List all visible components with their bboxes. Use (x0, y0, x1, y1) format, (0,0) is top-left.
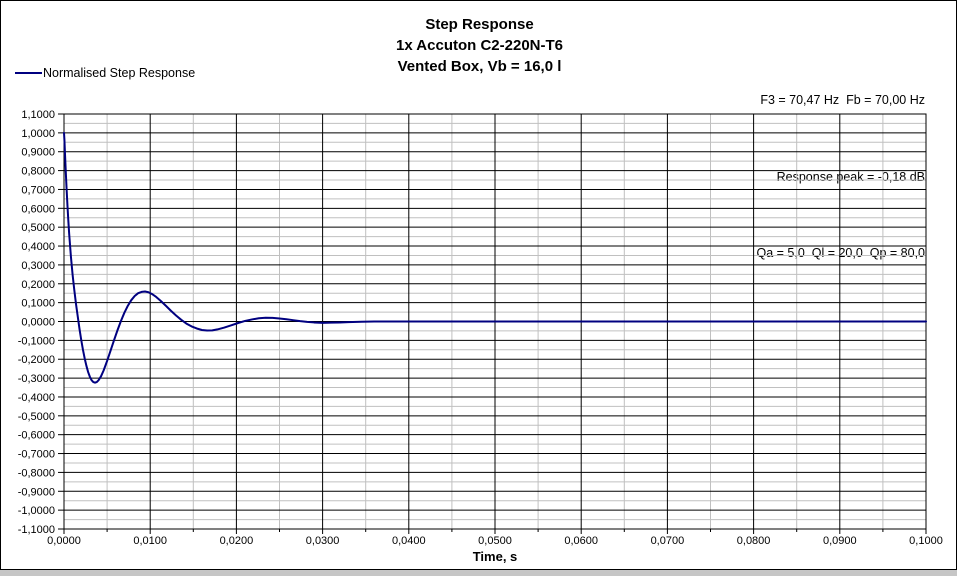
y-tick-label: -1,0000 (18, 505, 55, 517)
y-tick-label: -0,3000 (18, 373, 55, 385)
y-tick-label: 0,1000 (21, 298, 55, 310)
x-tick-label: 0,0200 (220, 535, 254, 547)
legend-line-swatch (15, 72, 42, 74)
y-tick-label: -0,5000 (18, 411, 55, 423)
x-tick-label: 0,1000 (909, 535, 943, 547)
y-tick-label: 0,7000 (21, 184, 55, 196)
x-tick-label: 0,0900 (823, 535, 857, 547)
x-tick-label: 0,0600 (564, 535, 598, 547)
y-tick-label: -0,1000 (18, 335, 55, 347)
x-tick-label: 0,0100 (133, 535, 167, 547)
x-axis-title: Time, s (472, 549, 518, 564)
x-tick-label: 0,0800 (737, 535, 771, 547)
x-tick-label: 0,0000 (47, 535, 81, 547)
y-tick-label: 1,0000 (21, 128, 55, 140)
chart-title-line-1: Step Response (425, 16, 534, 33)
x-tick-label: 0,0700 (651, 535, 685, 547)
y-tick-label: -0,9000 (18, 486, 55, 498)
y-tick-label: -0,4000 (18, 392, 55, 404)
y-tick-label: -1,1000 (18, 524, 55, 536)
y-tick-label: 0,9000 (21, 147, 55, 159)
y-tick-label: 0,2000 (21, 279, 55, 291)
y-tick-label: 0,3000 (21, 260, 55, 272)
window-bottom-strip (0, 570, 957, 576)
y-tick-label: 1,1000 (21, 109, 55, 121)
y-tick-label: -0,8000 (18, 467, 55, 479)
legend: Normalised Step Response (15, 66, 195, 80)
x-tick-label: 0,0500 (478, 535, 512, 547)
x-tick-label: 0,0300 (306, 535, 340, 547)
chart-parameters-block: F3 = 70,47 Hz Fb = 70,00 Hz Response pea… (756, 37, 925, 318)
y-tick-label: 0,5000 (21, 222, 55, 234)
y-tick-label: -0,7000 (18, 449, 55, 461)
x-tick-label: 0,0400 (392, 535, 426, 547)
y-tick-label: -0,2000 (18, 354, 55, 366)
y-tick-label: 0,6000 (21, 203, 55, 215)
y-tick-label: 0,8000 (21, 166, 55, 178)
y-tick-label: -0,6000 (18, 430, 55, 442)
annotation-q-values: Qa = 5,0 Ql = 20,0 Qp = 80,0 (756, 246, 925, 260)
y-tick-label: 0,4000 (21, 241, 55, 253)
chart-title-line-2: 1x Accuton C2-220N-T6 (396, 37, 563, 54)
annotation-f3-fb: F3 = 70,47 Hz Fb = 70,00 Hz (760, 93, 925, 107)
chart-title-block: Step Response 1x Accuton C2-220N-T6 Vent… (1, 14, 957, 77)
series-curve (63, 131, 927, 384)
legend-label: Normalised Step Response (43, 66, 196, 80)
chart-title-line-3: Vented Box, Vb = 16,0 l (397, 58, 562, 75)
y-tick-label: 0,0000 (21, 317, 55, 329)
